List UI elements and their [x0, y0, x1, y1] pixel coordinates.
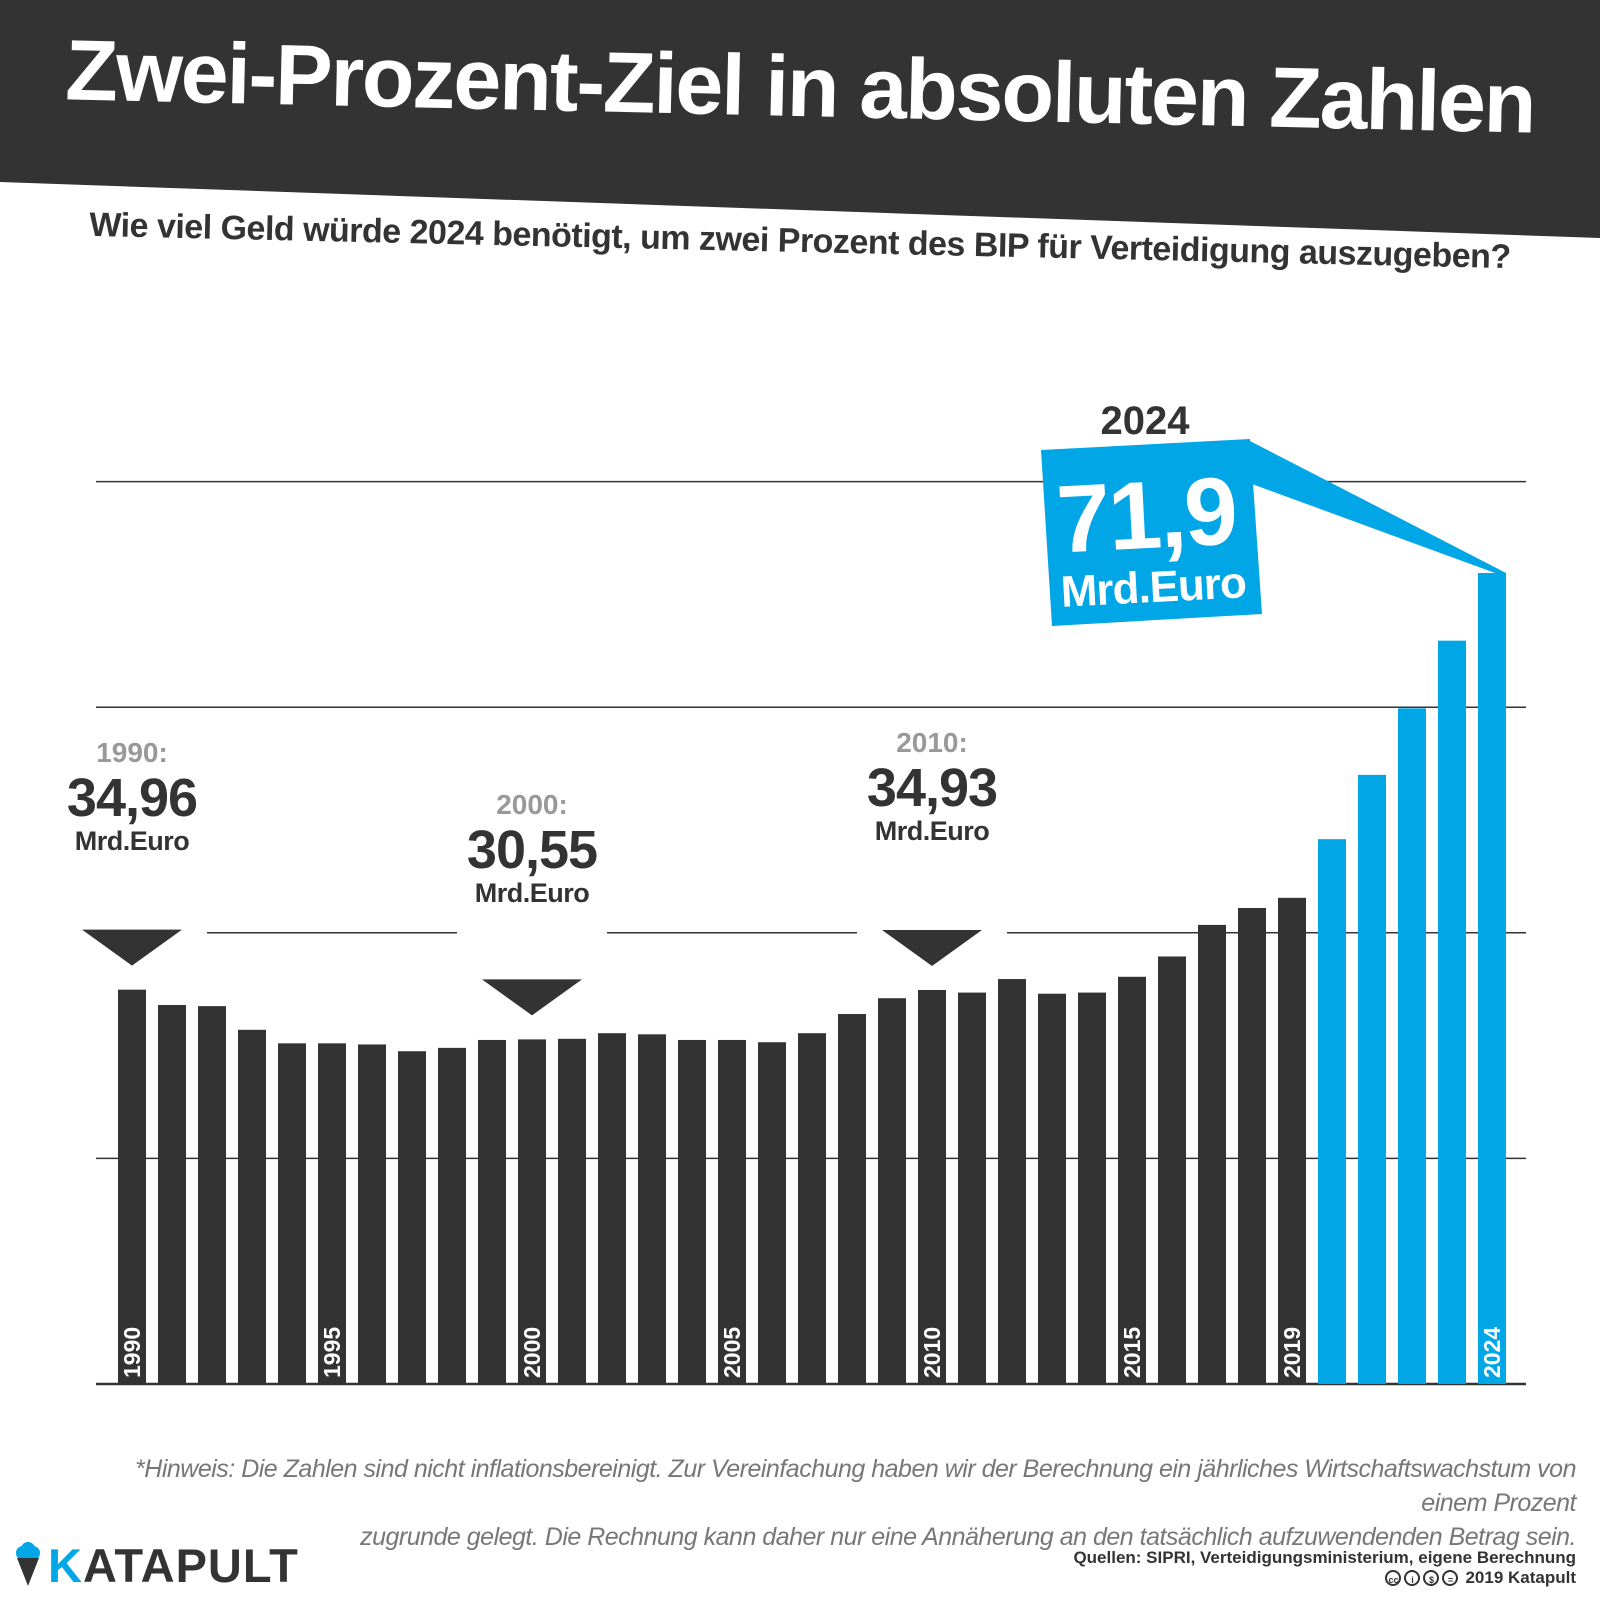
nd-icon: =	[1442, 1570, 1459, 1586]
highlight-unit: Mrd.Euro	[1060, 558, 1248, 617]
annotation-arrow	[482, 979, 582, 1016]
bar-2014	[1078, 992, 1106, 1384]
brand-initial: K	[48, 1538, 83, 1592]
highlight-box	[1041, 439, 1262, 626]
brand-logo: KATAPULT	[14, 1538, 299, 1592]
tick-label-2019: 2019	[1279, 1327, 1305, 1378]
bar-2003	[638, 1034, 666, 1384]
bar-2011	[958, 992, 986, 1384]
annotation-value: 34,93	[867, 758, 997, 818]
bar-2012	[998, 979, 1026, 1384]
ice-cream-icon	[16, 1542, 40, 1586]
annotation-year: 1990:	[96, 737, 168, 768]
annotation-unit: Mrd.Euro	[475, 878, 590, 908]
tick-labels: 1990 1995 2000 2005 2010 2015 2019 2024	[119, 1327, 1505, 1378]
annotation-value: 34,96	[67, 768, 197, 828]
bar-1998	[438, 1047, 466, 1384]
bar-2006	[758, 1042, 786, 1384]
footnote-line-1: *Hinweis: Die Zahlen sind nicht inflatio…	[135, 1455, 1576, 1517]
sources: Quellen: SIPRI, Verteidigungsministerium…	[1073, 1548, 1576, 1588]
annotation-unit: Mrd.Euro	[875, 816, 990, 846]
tick-label-2010: 2010	[919, 1327, 945, 1378]
bar-1993	[238, 1029, 266, 1384]
bar-1996	[358, 1044, 386, 1384]
footnote: *Hinweis: Die Zahlen sind nicht inflatio…	[76, 1452, 1576, 1554]
bar-2008	[838, 1014, 866, 1384]
by-icon: i	[1404, 1570, 1421, 1586]
tick-label-1995: 1995	[319, 1327, 345, 1378]
bar-2005	[718, 1039, 746, 1384]
bar-chart: 1990 1995 2000 2005 2010 2015 2019 2024 1990:34…	[57, 399, 1526, 1386]
tick-label-2005: 2005	[719, 1327, 745, 1378]
annotation-unit: Mrd.Euro	[75, 826, 190, 856]
annotations: 1990:34,96Mrd.Euro2000:30,55Mrd.Euro2010…	[57, 399, 1506, 1022]
highlight-connector	[1248, 440, 1506, 577]
bar-2016	[1158, 956, 1186, 1384]
tick-label-1990: 1990	[119, 1327, 145, 1378]
highlight-value: 71,9	[1054, 457, 1238, 573]
bar-2009	[878, 998, 906, 1384]
tick-label-2000: 2000	[519, 1327, 545, 1378]
bar-2002	[598, 1033, 626, 1384]
cc-icon: cc	[1385, 1570, 1402, 1586]
bar-2022	[1398, 708, 1426, 1384]
bar-2001	[558, 1038, 586, 1384]
bar-1999	[478, 1039, 506, 1384]
bar-1991	[158, 1004, 186, 1384]
bar-1990	[118, 989, 146, 1384]
annotation-arrow	[882, 929, 982, 966]
bar-1994	[278, 1043, 306, 1384]
title-banner	[0, 0, 1600, 238]
bar-2015	[1118, 976, 1146, 1384]
sources-line: Quellen: SIPRI, Verteidigungsministerium…	[1073, 1548, 1576, 1567]
nc-icon: $	[1423, 1570, 1440, 1586]
bar-2007	[798, 1033, 826, 1384]
bar-2021	[1358, 774, 1386, 1384]
annotation-year: 2010:	[896, 727, 968, 758]
license-row: cc i $ = 2019 Katapult	[1073, 1568, 1576, 1588]
tick-label-2024: 2024	[1479, 1327, 1505, 1378]
bar-2024	[1478, 572, 1506, 1384]
bar-2019	[1278, 897, 1306, 1384]
bar-2018	[1238, 907, 1266, 1384]
bar-2000	[518, 1039, 546, 1384]
bar-2010	[918, 989, 946, 1384]
bar-2013	[1038, 993, 1066, 1384]
bar-2004	[678, 1039, 706, 1384]
bars	[118, 572, 1506, 1384]
bar-1997	[398, 1051, 426, 1384]
copyright: 2019 Katapult	[1465, 1568, 1576, 1587]
bar-2020	[1318, 839, 1346, 1384]
annotation-year: 2000:	[496, 789, 568, 820]
brand-name: KATAPULT	[48, 1538, 299, 1592]
bar-2023	[1438, 640, 1466, 1384]
highlight-year: 2024	[1101, 399, 1191, 443]
tick-label-2015: 2015	[1119, 1327, 1145, 1378]
annotation-value: 30,55	[467, 820, 597, 880]
annotation-arrow	[82, 929, 182, 966]
bar-2017	[1198, 924, 1226, 1384]
bar-1992	[198, 1006, 226, 1384]
bar-1995	[318, 1043, 346, 1384]
footnote-line-2: zugrunde gelegt. Die Rechnung kann daher…	[360, 1523, 1576, 1551]
